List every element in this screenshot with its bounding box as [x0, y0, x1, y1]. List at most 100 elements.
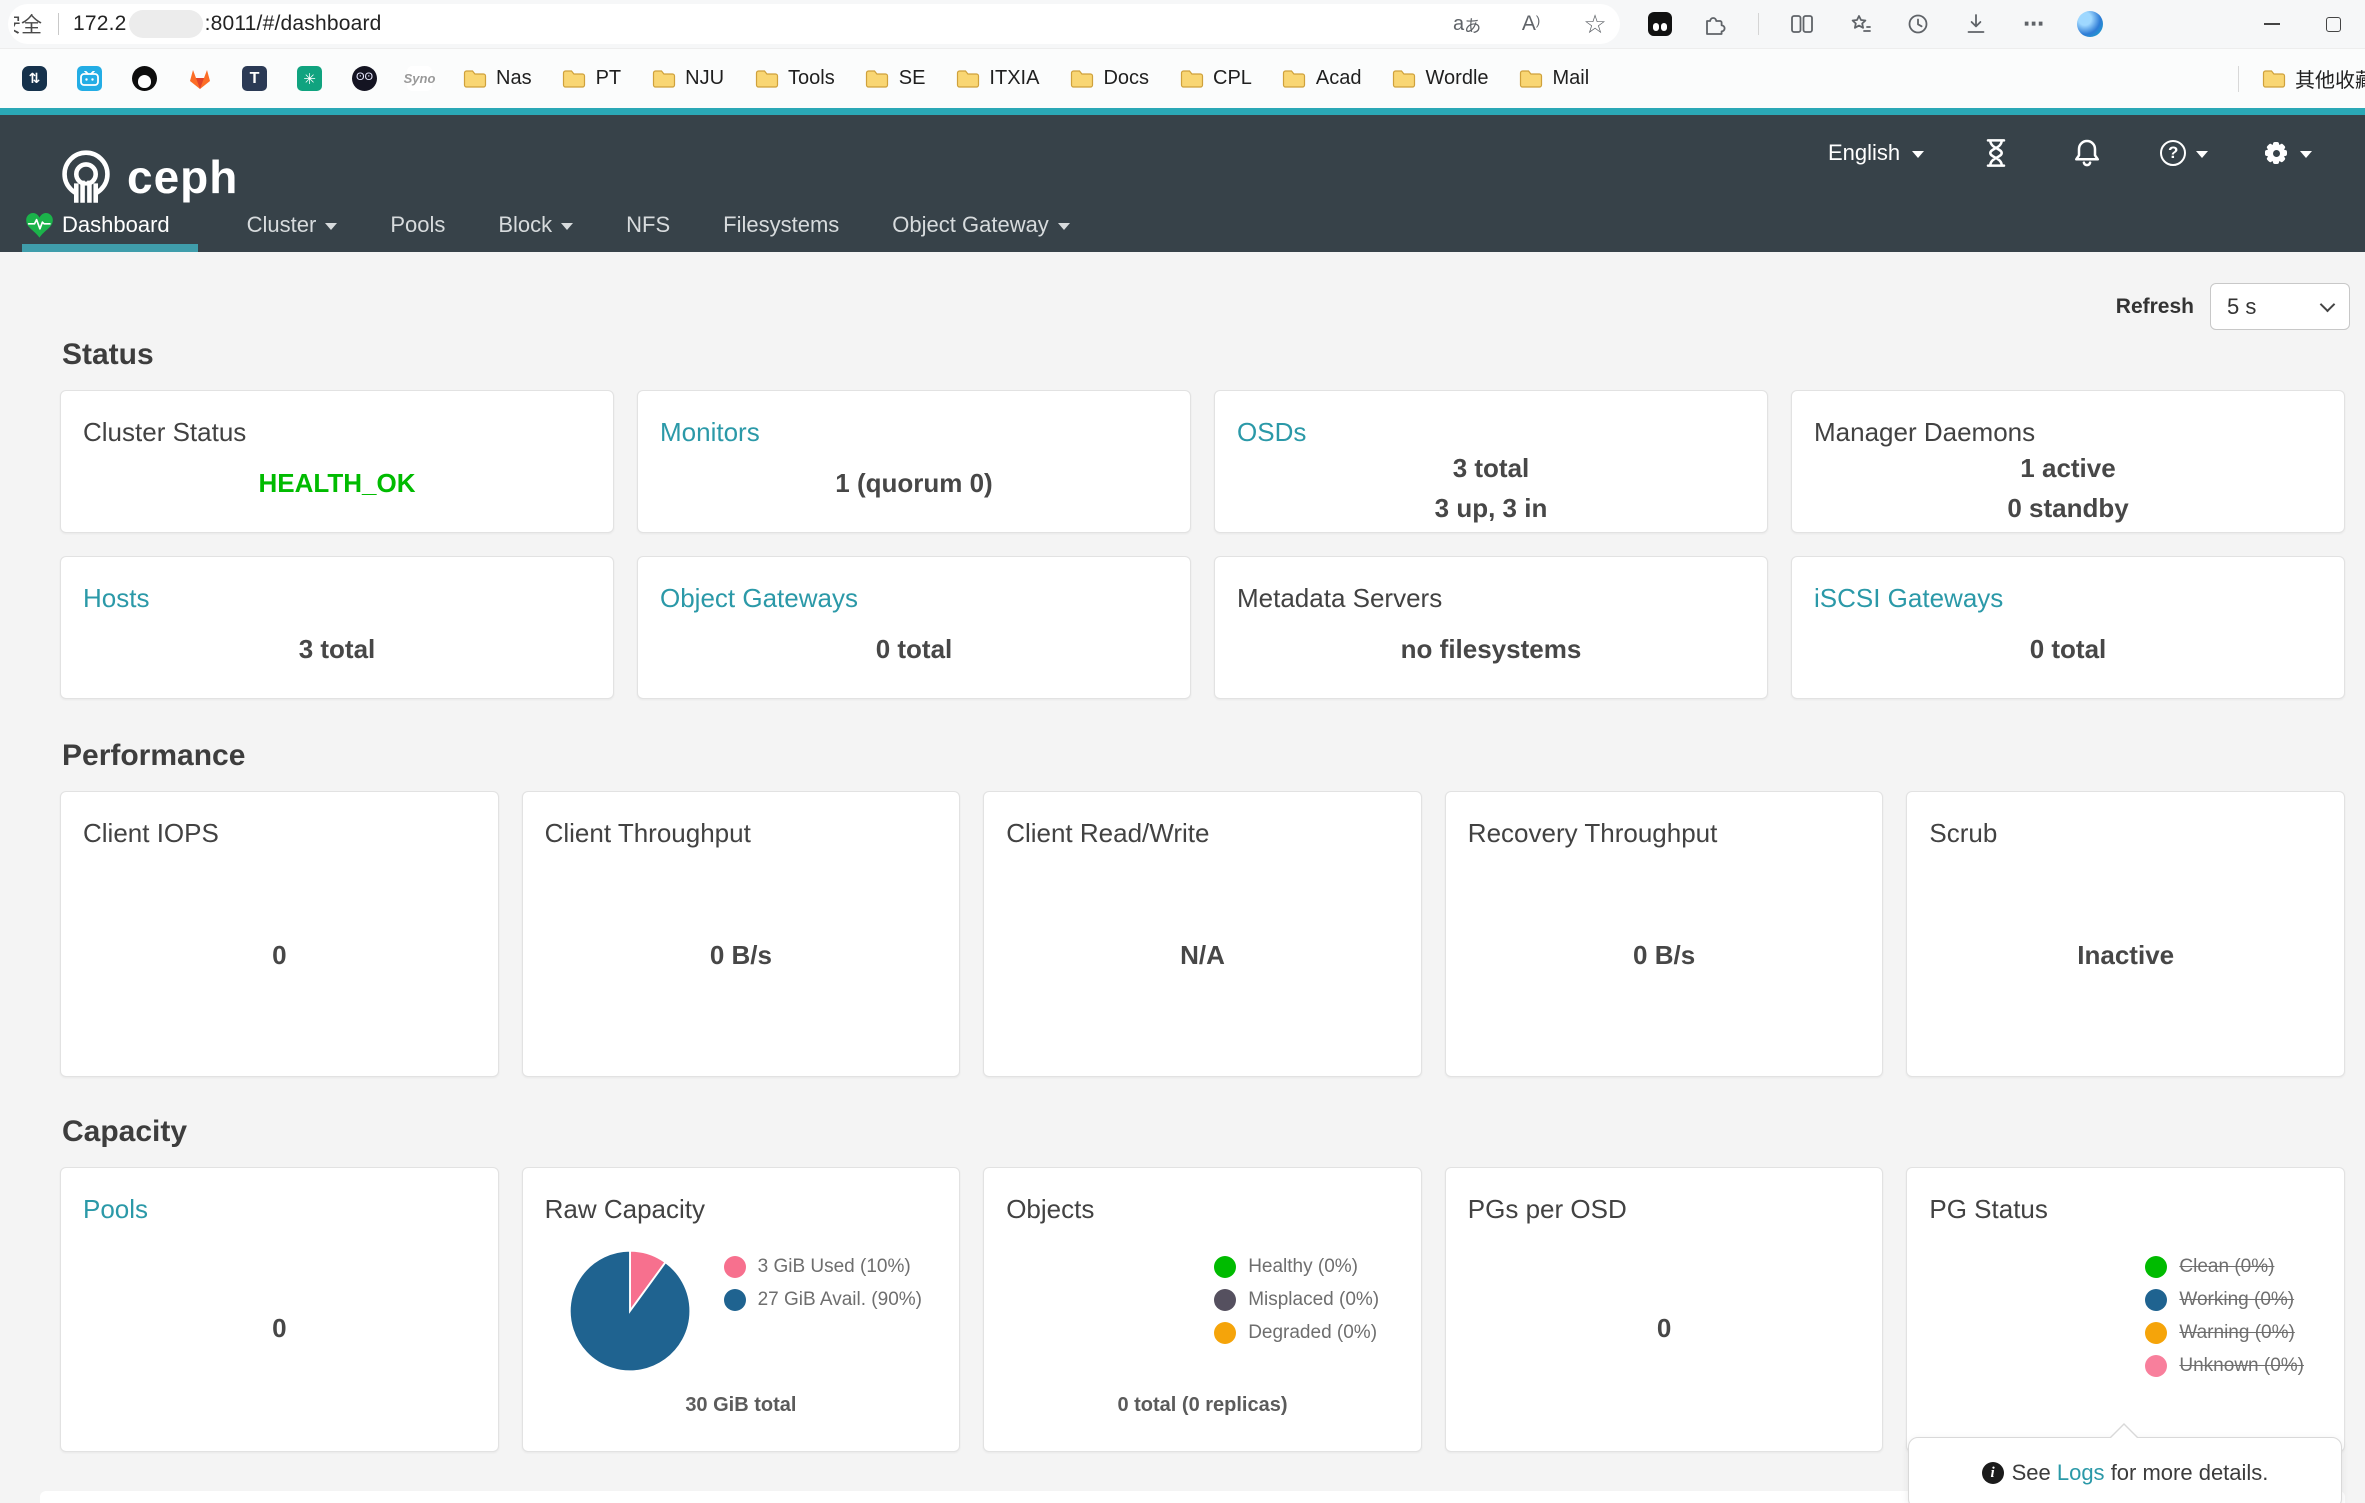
bookmark-folder-acad[interactable]: Acad — [1282, 66, 1362, 91]
card-title: Scrub — [1929, 818, 1998, 848]
copilot-icon[interactable] — [2077, 11, 2103, 37]
bookmark-folder-se[interactable]: SE — [865, 66, 925, 91]
url-text[interactable]: 172.2:8011/#/dashboard — [73, 10, 382, 38]
help-icon: ? — [2160, 140, 2187, 166]
performance-card-grid: Client IOPS 0 Client Throughput 0 B/s Cl… — [60, 791, 2345, 1077]
openai-favicon-icon: ✳ — [297, 66, 322, 91]
folder-icon — [1069, 66, 1094, 91]
bookmark-github[interactable] — [132, 66, 157, 91]
unknown-legend-dot-icon — [2145, 1355, 2168, 1377]
legend-item-used[interactable]: 3 GiB Used (10%) — [723, 1256, 922, 1278]
iscsi-gateways-link[interactable]: iSCSI Gateways — [1814, 583, 2004, 613]
folder-icon — [562, 66, 587, 91]
client-read-write-value: N/A — [1180, 940, 1225, 970]
history-icon[interactable] — [1903, 9, 1933, 39]
browser-address-bar: 安全 172.2:8011/#/dashboard aあ A) ☆ — [0, 0, 2365, 48]
extensions-puzzle-icon[interactable] — [1700, 9, 1730, 39]
collections-icon[interactable] — [1845, 9, 1875, 39]
main-nav: Dashboard Cluster Pools Block NFS Filesy… — [22, 198, 1074, 252]
hosts-link[interactable]: Hosts — [83, 583, 150, 613]
legend-item-degraded[interactable]: Degraded (0%) — [1214, 1322, 1379, 1344]
monitors-link[interactable]: Monitors — [660, 417, 760, 447]
read-aloud-icon[interactable]: A) — [1521, 12, 1541, 35]
bookmark-folder-wordle[interactable]: Wordle — [1392, 66, 1489, 91]
bookmark-folder-itxia[interactable]: ITXIA — [955, 66, 1039, 91]
refresh-label: Refresh — [2115, 294, 2194, 318]
window-maximize-button[interactable] — [2326, 16, 2341, 32]
nav-item-pools[interactable]: Pools — [390, 212, 446, 237]
mgr-standby-value: 0 standby — [2007, 493, 2129, 523]
more-options-icon[interactable]: ⋯ — [2023, 12, 2045, 36]
bookmark-face-app[interactable] — [352, 66, 377, 91]
legend-item-avail[interactable]: 27 GiB Avail. (90%) — [723, 1289, 922, 1311]
bookmark-typora[interactable]: T — [242, 66, 267, 91]
chevron-down-icon — [2196, 151, 2209, 158]
folder-icon — [2261, 66, 2286, 91]
bookmark-gitlab[interactable] — [187, 66, 212, 91]
settings-dropdown[interactable] — [2262, 139, 2313, 167]
bookmark-folder-nju[interactable]: NJU — [651, 66, 724, 91]
help-dropdown[interactable]: ? — [2160, 140, 2209, 166]
legend-item-unknown[interactable]: Unknown (0%) — [2145, 1355, 2304, 1377]
avail-legend-dot-icon — [723, 1289, 746, 1311]
object-gateways-link[interactable]: Object Gateways — [660, 583, 858, 613]
chevron-down-icon — [2319, 296, 2336, 312]
notifications-button[interactable] — [2072, 137, 2102, 169]
object-gateways-card: Object Gateways 0 total — [637, 556, 1191, 699]
recovery-throughput-value: 0 B/s — [1633, 940, 1696, 970]
legend-item-clean[interactable]: Clean (0%) — [2145, 1256, 2304, 1278]
folder-icon — [955, 66, 980, 91]
bookmark-folder-cpl[interactable]: CPL — [1179, 66, 1252, 91]
bookmark-folder-nas[interactable]: Nas — [462, 66, 532, 91]
bookmark-folder-mail[interactable]: Mail — [1519, 66, 1589, 91]
downloads-icon[interactable] — [1961, 9, 1991, 39]
url-redacted-blur — [128, 10, 203, 38]
pg-status-card: PG Status Clean (0%) Working (0%) Warnin… — [1906, 1167, 2345, 1452]
nav-item-block[interactable]: Block — [494, 198, 577, 252]
refresh-interval-select[interactable]: 5 s — [2210, 283, 2350, 330]
window-minimize-button[interactable] — [2264, 23, 2280, 25]
bookmark-folder-pt[interactable]: PT — [562, 66, 621, 91]
nav-item-nfs[interactable]: NFS — [626, 212, 671, 237]
pools-link[interactable]: Pools — [83, 1194, 149, 1224]
chevron-down-icon — [2300, 151, 2313, 158]
bilibili-favicon-icon — [77, 66, 102, 91]
bookmark-other-favorites[interactable]: 其他收藏夹 — [2261, 64, 2365, 93]
legend-item-misplaced[interactable]: Misplaced (0%) — [1214, 1289, 1379, 1311]
ceph-navbar: ceph Dashboard Cluster Pools Block NFS F… — [0, 115, 2365, 252]
language-dropdown[interactable]: English — [1828, 140, 1925, 166]
security-chip[interactable]: 安全 — [14, 14, 42, 37]
bookmark-synology[interactable]: Syno — [404, 66, 435, 91]
legend-item-working[interactable]: Working (0%) — [2145, 1289, 2304, 1311]
dashboard-content: Refresh 5 s Status Cluster Status HEALTH… — [0, 252, 2365, 1503]
monitors-value: 1 (quorum 0) — [835, 468, 993, 498]
favorite-star-icon[interactable]: ☆ — [1583, 8, 1607, 39]
bookmark-folder-docs[interactable]: Docs — [1069, 66, 1149, 91]
ceph-logo-text: ceph — [127, 151, 239, 203]
mgr-active-value: 1 active — [2020, 453, 2116, 483]
bookmark-chatgpt[interactable]: ✳ — [297, 66, 322, 91]
split-screen-icon[interactable] — [1787, 9, 1817, 39]
nav-item-dashboard[interactable]: Dashboard — [22, 198, 198, 252]
address-divider — [58, 13, 59, 35]
pg-status-legend: Clean (0%) Working (0%) Warning (0%) Unk… — [2145, 1256, 2304, 1388]
used-legend-dot-icon — [723, 1256, 746, 1278]
bookmark-folder-tools[interactable]: Tools — [754, 66, 835, 91]
bookmark-shield[interactable]: ⇅ — [22, 66, 47, 91]
bookmark-bilibili[interactable] — [77, 66, 102, 91]
pg-status-tooltip: i See Logs for more details. — [1908, 1423, 2342, 1503]
nav-item-object-gateway[interactable]: Object Gateway — [888, 198, 1074, 252]
metadata-servers-value: no filesystems — [1400, 634, 1582, 664]
legend-item-warning[interactable]: Warning (0%) — [2145, 1322, 2304, 1344]
nav-item-cluster[interactable]: Cluster — [243, 198, 342, 252]
card-title: Metadata Servers — [1237, 583, 1443, 613]
legend-item-healthy[interactable]: Healthy (0%) — [1214, 1256, 1379, 1278]
ceph-logo[interactable]: ceph — [57, 147, 238, 207]
nav-item-filesystems[interactable]: Filesystems — [723, 212, 840, 237]
address-field[interactable]: 安全 172.2:8011/#/dashboard aあ A) ☆ — [8, 4, 1620, 44]
logs-link[interactable]: Logs — [2056, 1460, 2105, 1485]
extension-icon[interactable] — [1648, 12, 1672, 36]
tasks-hourglass-button[interactable] — [1982, 137, 2010, 169]
osds-link[interactable]: OSDs — [1237, 417, 1307, 447]
